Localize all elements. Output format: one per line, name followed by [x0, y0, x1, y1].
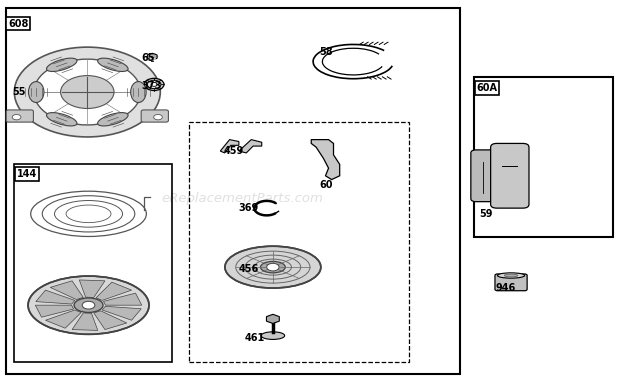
Ellipse shape — [29, 82, 44, 102]
Text: 608: 608 — [8, 19, 29, 29]
Text: 461: 461 — [245, 333, 265, 343]
Polygon shape — [96, 282, 131, 300]
Text: 58: 58 — [319, 47, 333, 57]
Ellipse shape — [28, 276, 149, 334]
Ellipse shape — [260, 261, 285, 273]
Polygon shape — [146, 57, 153, 60]
Circle shape — [34, 59, 141, 125]
Polygon shape — [149, 53, 156, 57]
Text: 59: 59 — [479, 209, 492, 219]
Bar — [474, 77, 613, 237]
Polygon shape — [311, 139, 340, 180]
Text: 65: 65 — [142, 53, 155, 63]
Ellipse shape — [225, 246, 321, 288]
Polygon shape — [36, 290, 75, 304]
Circle shape — [151, 83, 157, 86]
Bar — [189, 123, 409, 362]
Text: 456: 456 — [239, 264, 259, 274]
Circle shape — [82, 301, 95, 309]
Ellipse shape — [261, 332, 285, 340]
Polygon shape — [239, 139, 262, 153]
FancyBboxPatch shape — [495, 274, 527, 291]
Text: 144: 144 — [17, 169, 37, 179]
Text: 369: 369 — [239, 203, 259, 213]
Ellipse shape — [97, 58, 128, 71]
Ellipse shape — [46, 113, 77, 126]
Polygon shape — [45, 310, 81, 328]
Text: 459: 459 — [223, 146, 244, 156]
Circle shape — [267, 263, 279, 271]
Text: 373: 373 — [142, 81, 162, 91]
Polygon shape — [149, 57, 156, 60]
Circle shape — [148, 80, 161, 89]
Polygon shape — [146, 53, 153, 57]
Text: 946: 946 — [495, 283, 516, 293]
FancyBboxPatch shape — [6, 110, 33, 122]
Circle shape — [14, 47, 161, 137]
Ellipse shape — [97, 113, 128, 126]
Circle shape — [144, 78, 164, 91]
Text: 60A: 60A — [476, 83, 497, 93]
Polygon shape — [94, 311, 127, 330]
Polygon shape — [72, 313, 98, 330]
Polygon shape — [104, 293, 142, 305]
Polygon shape — [35, 305, 74, 317]
Ellipse shape — [131, 82, 146, 102]
Polygon shape — [50, 281, 83, 299]
Polygon shape — [153, 53, 159, 57]
Ellipse shape — [504, 274, 518, 277]
FancyBboxPatch shape — [471, 150, 498, 202]
FancyBboxPatch shape — [490, 143, 529, 208]
Polygon shape — [153, 57, 159, 60]
Polygon shape — [79, 280, 105, 298]
Text: 55: 55 — [12, 87, 25, 97]
Polygon shape — [220, 139, 239, 153]
FancyBboxPatch shape — [141, 110, 169, 122]
Text: eReplacementParts.com: eReplacementParts.com — [161, 192, 323, 205]
Ellipse shape — [74, 298, 103, 312]
Ellipse shape — [497, 273, 525, 278]
Polygon shape — [102, 306, 141, 320]
Circle shape — [12, 115, 21, 120]
Circle shape — [61, 76, 114, 108]
Circle shape — [154, 115, 162, 120]
Text: 60: 60 — [319, 180, 333, 190]
Bar — [14, 164, 172, 362]
Bar — [6, 8, 460, 374]
Ellipse shape — [46, 58, 77, 71]
